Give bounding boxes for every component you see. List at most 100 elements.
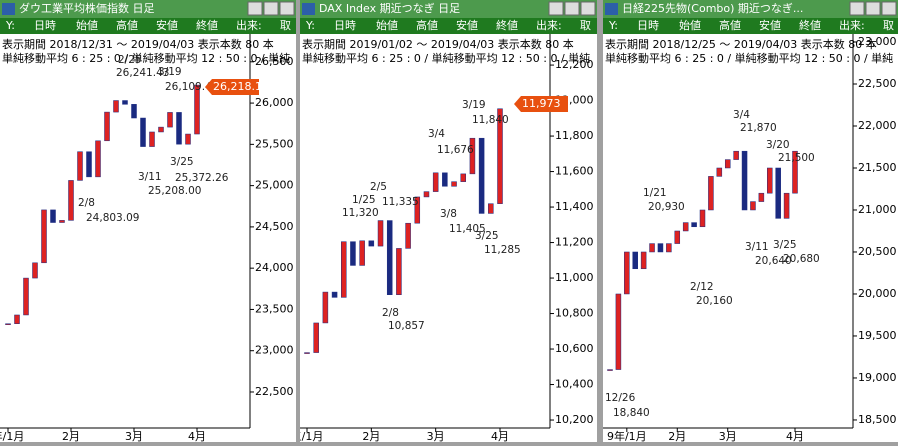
y-tick-label: 11,000 — [555, 271, 594, 284]
candle — [649, 243, 655, 253]
y-tick-label: 25,000 — [255, 179, 294, 192]
candle — [632, 251, 638, 270]
annotation: 3/25 — [475, 230, 499, 242]
y-tick-label: 22,500 — [255, 385, 294, 398]
y-tick-label: 23,500 — [255, 302, 294, 315]
y-tick-label: 23,000 — [255, 344, 294, 357]
candle — [167, 112, 173, 128]
annotation: 1/25 — [352, 194, 376, 206]
window-button[interactable] — [263, 1, 279, 16]
y-tick-label: 20,500 — [858, 245, 897, 258]
annotation: 26,241.43 — [116, 67, 169, 79]
window-button[interactable] — [279, 1, 295, 16]
candle — [350, 241, 356, 266]
annotation: 21,870 — [740, 122, 777, 134]
candle — [423, 191, 430, 198]
y-tick-label: 25,500 — [255, 137, 294, 150]
window-button[interactable] — [849, 1, 865, 16]
annotation: 2/5 — [370, 181, 387, 193]
chart-window: 日経225先物(Combo) 期近つなぎ... Y: 日時 始値 高値 安値 終値 出来: 取 1… — [603, 0, 898, 442]
candle — [405, 222, 411, 249]
title-icon — [302, 3, 315, 15]
candle — [699, 209, 706, 228]
annotation: 10,857 — [388, 320, 425, 332]
header-label: 取 — [883, 19, 894, 32]
window-button[interactable] — [548, 1, 564, 16]
title-bar[interactable] — [0, 0, 296, 18]
window-bg — [603, 0, 898, 442]
chart-window: ダウ工業平均株価指数 日足 Y: 日時 始値 高値 安値 終値 出来: 取 22,500 23,00… — [0, 0, 296, 442]
candle — [313, 322, 319, 353]
info-line: 単純移動平均 6 : 25 : 0 / 単純移動平均 12 : 50 : 0 /… — [2, 51, 290, 65]
candle — [414, 196, 421, 224]
annotation: 25,372.26 — [175, 172, 229, 184]
candle — [331, 291, 338, 298]
y-tick-label: 10,600 — [555, 342, 594, 355]
window-button[interactable] — [881, 1, 897, 16]
x-tick-label: 三/1月 — [291, 430, 324, 442]
header-row — [603, 18, 898, 34]
title-bar[interactable] — [300, 0, 597, 18]
annotation: 3/8 — [440, 208, 457, 220]
candle — [59, 220, 65, 223]
window-title: ダウ工業平均株価指数 日足 — [19, 1, 155, 15]
x-tick-label: 4月 — [491, 430, 509, 442]
window-button[interactable] — [247, 1, 263, 16]
header-label: 取 — [280, 19, 291, 32]
candle — [140, 117, 146, 147]
annotation: 11,320 — [342, 207, 379, 219]
header-label: Y: — [305, 19, 315, 32]
title-bar[interactable] — [603, 0, 898, 18]
candle — [682, 222, 689, 232]
header-label: 安値 — [759, 18, 781, 32]
x-tick-label: 年/1月 — [0, 429, 24, 442]
candle — [341, 241, 347, 298]
annotation: 20,640 — [755, 255, 792, 267]
window-title: 日経225先物(Combo) 期近つなぎ... — [622, 1, 803, 15]
x-tick-label: 3月 — [427, 430, 445, 442]
header-label: 始値 — [679, 18, 701, 32]
x-tick-label: 3月 — [719, 430, 737, 442]
candle — [322, 291, 329, 324]
candle — [5, 323, 11, 325]
candle — [104, 111, 110, 142]
candle — [95, 140, 101, 178]
candle — [442, 172, 448, 187]
candle — [50, 209, 56, 223]
header-label: 高値 — [719, 18, 741, 32]
annotation: 12/26 — [605, 392, 636, 404]
y-tick-label: 21,000 — [858, 203, 897, 216]
annotation: 3/11 — [138, 171, 162, 183]
annotation: 3/20 — [766, 139, 790, 151]
window-button[interactable] — [580, 1, 596, 16]
info-line: 単純移動平均 6 : 25 : 0 / 単純移動平均 12 : 50 : 0 /… — [302, 51, 590, 65]
window-body: DAX Index 期近つなぎ 日足 Y: 日時 始値 高値 安値 終値 出来: 取 10,200… — [291, 0, 597, 442]
window-button[interactable] — [564, 1, 580, 16]
candle — [716, 167, 723, 177]
annotation: 1/21 — [643, 187, 667, 199]
price-tag: 11,973 — [522, 97, 561, 110]
header-label: 高値 — [116, 18, 138, 32]
header-label: 終値 — [799, 18, 821, 32]
candle — [460, 173, 466, 182]
info-line: 表示期間 2018/12/31 〜 2019/04/03 表示本数 80 本 — [2, 37, 274, 51]
candle — [775, 167, 781, 219]
candle — [792, 150, 798, 194]
y-tick-label: 20,000 — [858, 287, 897, 300]
annotation: 24,803.09 — [86, 212, 139, 224]
header-row — [300, 18, 597, 34]
info-line: 表示期間 2019/01/02 〜 2019/04/03 表示本数 80 本 — [302, 37, 574, 51]
candle — [386, 220, 393, 295]
candle — [640, 251, 647, 270]
x-tick-label: 4月 — [188, 430, 206, 442]
x-tick-label: 2月 — [362, 430, 380, 442]
candle — [478, 137, 485, 214]
candle — [377, 220, 384, 247]
y-tick-label: 24,500 — [255, 220, 294, 233]
candle — [758, 192, 765, 202]
window-button[interactable] — [865, 1, 881, 16]
y-tick-label: 19,500 — [858, 329, 897, 342]
candle — [185, 133, 191, 145]
